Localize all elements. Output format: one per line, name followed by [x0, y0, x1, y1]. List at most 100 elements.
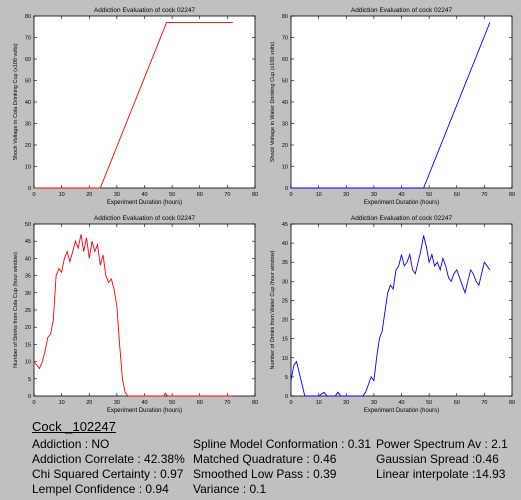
chart-2-y-axis-label: Shock Voltage in Water Drinking Cup (x10…	[270, 42, 276, 162]
chart-4-x-tick-label: 60	[454, 400, 460, 406]
chart-4-x-tick-label: 50	[426, 400, 432, 406]
chart-3-y-tick-label: 15	[25, 342, 31, 348]
chart-4-series-line	[290, 235, 491, 397]
chart-2-y-tick-label: 0	[285, 186, 288, 192]
chart-3-x-tick-label: 40	[141, 400, 147, 406]
chart-1-x-tick-label: 60	[197, 192, 203, 198]
chart-1-x-tick-label: 70	[224, 192, 230, 198]
chart-3-series-line	[33, 234, 233, 397]
chart-3-y-tick-label: 20	[25, 325, 31, 331]
chart-3-y-tick-label: 30	[25, 291, 31, 297]
chart-1-y-tick-label: 60	[25, 57, 31, 63]
chart-3-x-tick-label: 10	[59, 400, 65, 406]
chart-2-y-tick-label: 60	[282, 57, 288, 63]
chart-1-y-axis-label: Shock Voltage in Cola Drinking Cup (x100…	[13, 43, 19, 160]
chart-4-y-tick-label: 35	[282, 260, 288, 266]
chart-3-x-tick-label: 60	[197, 400, 203, 406]
chart-1-x-tick-label: 40	[141, 192, 147, 198]
chart-4-y-axis-label: Number of Drinks from Water Cup (hour wi…	[270, 250, 276, 369]
chart-2-y-tick-label: 80	[282, 14, 288, 20]
chart-1-y-tick-label: 0	[28, 186, 31, 192]
chart-4-x-tick-label: 10	[316, 400, 322, 406]
chart-1-plot-area	[33, 15, 256, 189]
chart-3-x-tick-label: 20	[86, 400, 92, 406]
chart-1-x-tick-label: 0	[32, 192, 35, 198]
chart-4-y-tick-label: 15	[282, 337, 288, 343]
chart-1-y-tick-label: 50	[25, 79, 31, 85]
chart-4-x-tick-label: 80	[509, 400, 515, 406]
chart-3-x-tick-label: 30	[114, 400, 120, 406]
chart-3-title: Addiction Evaluation of cock 02247	[94, 215, 196, 222]
chart-3-x-tick-label: 80	[252, 400, 258, 406]
chart-2-y-tick-label: 40	[282, 100, 288, 106]
chart-4-plot-area	[290, 223, 513, 397]
chart-3-y-tick-label: 0	[28, 394, 31, 400]
chart-4-y-tick-label: 20	[282, 318, 288, 324]
chart-1-y-tick-label: 10	[25, 165, 31, 171]
chart-1-title: Addiction Evaluation of cock 02247	[94, 7, 196, 14]
chart-1-y-tick-label: 80	[25, 14, 31, 20]
chart-4-y-tick-label: 5	[285, 375, 288, 381]
chart-4-title: Addiction Evaluation of cock 02247	[351, 215, 453, 222]
chart-3-y-tick-label: 35	[25, 274, 31, 280]
chart-2-x-tick-label: 40	[398, 192, 404, 198]
chart-1: 0 10 20 30 40 50 60 70 80 0 10 20 30 40 50 60 70 80 Addict…	[13, 7, 258, 206]
chart-2-plot-area	[290, 15, 513, 189]
chart-1-y-tick-label: 70	[25, 36, 31, 42]
chart-3-y-tick-label: 5	[28, 377, 31, 383]
chart-4-y-tick-label: 30	[282, 279, 288, 285]
chart-3-x-tick-label: 70	[224, 400, 230, 406]
chart-1-x-tick-label: 50	[169, 192, 175, 198]
chart-4-x-tick-label: 20	[343, 400, 349, 406]
chart-1-x-tick-label: 80	[252, 192, 258, 198]
chart-2-x-tick-label: 30	[371, 192, 377, 198]
chart-2-title: Addiction Evaluation of cock 02247	[351, 7, 453, 14]
chart-4-y-tick-label: 10	[282, 356, 288, 362]
chart-4-x-axis-label: Experiment Duration (hours)	[364, 408, 439, 414]
chart-4-y-tick-label: 0	[285, 394, 288, 400]
chart-3-plot-area	[33, 223, 256, 397]
chart-2-y-tick-label: 30	[282, 122, 288, 128]
chart-2-y-tick-label: 70	[282, 36, 288, 42]
chart-1-x-axis-label: Experiment Duration (hours)	[107, 200, 182, 206]
chart-2-x-tick-label: 50	[426, 192, 432, 198]
chart-3-y-tick-label: 25	[25, 308, 31, 314]
chart-1-x-tick-label: 20	[86, 192, 92, 198]
chart-3-y-tick-label: 40	[25, 256, 31, 262]
chart-2-x-tick-label: 60	[454, 192, 460, 198]
chart-3: 0 10 20 30 40 50 60 70 80 0 5 10 15 20 25 30 35 40 45 50 Add…	[13, 215, 258, 414]
chart-2-x-tick-label: 0	[289, 192, 292, 198]
chart-3-x-axis-label: Experiment Duration (hours)	[107, 408, 182, 414]
chart-4-y-tick-label: 45	[282, 222, 288, 228]
chart-1-x-tick-label: 30	[114, 192, 120, 198]
chart-3-x-tick-label: 0	[32, 400, 35, 406]
chart-4-x-tick-label: 0	[289, 400, 292, 406]
chart-1-y-tick-label: 40	[25, 100, 31, 106]
chart-2-y-tick-label: 10	[282, 165, 288, 171]
chart-1-y-tick-label: 20	[25, 143, 31, 149]
chart-2-y-tick-label: 20	[282, 143, 288, 149]
chart-4-x-tick-label: 30	[371, 400, 377, 406]
chart-3-y-tick-label: 45	[25, 239, 31, 245]
chart-2-x-tick-label: 10	[316, 192, 322, 198]
chart-3-x-tick-label: 50	[169, 400, 175, 406]
chart-2-y-tick-label: 50	[282, 79, 288, 85]
chart-4-x-tick-label: 70	[481, 400, 487, 406]
chart-2-x-tick-label: 70	[481, 192, 487, 198]
chart-3-y-tick-label: 10	[25, 360, 31, 366]
chart-1-y-tick-label: 30	[25, 122, 31, 128]
chart-2-x-tick-label: 20	[343, 192, 349, 198]
chart-2-x-tick-label: 80	[509, 192, 515, 198]
chart-2-series-line	[291, 22, 491, 189]
chart-2: 0 10 20 30 40 50 60 70 80 0 10 20 30 40 50 60 70 80 Addict…	[270, 7, 515, 206]
chart-4-y-tick-label: 40	[282, 241, 288, 247]
chart-4: 0 10 20 30 40 50 60 70 80 0 5 10 15 20 25 30 35 40 45 Addic…	[270, 215, 515, 414]
chart-2-x-axis-label: Experiment Duration (hours)	[364, 200, 439, 206]
chart-3-y-axis-label: Number of Drinks from Cola Cup (hour win…	[13, 252, 19, 368]
chart-3-y-tick-label: 50	[25, 222, 31, 228]
chart-1-x-tick-label: 10	[59, 192, 65, 198]
chart-4-x-tick-label: 40	[398, 400, 404, 406]
chart-4-y-tick-label: 25	[282, 298, 288, 304]
chart-1-series-line	[34, 21, 233, 189]
